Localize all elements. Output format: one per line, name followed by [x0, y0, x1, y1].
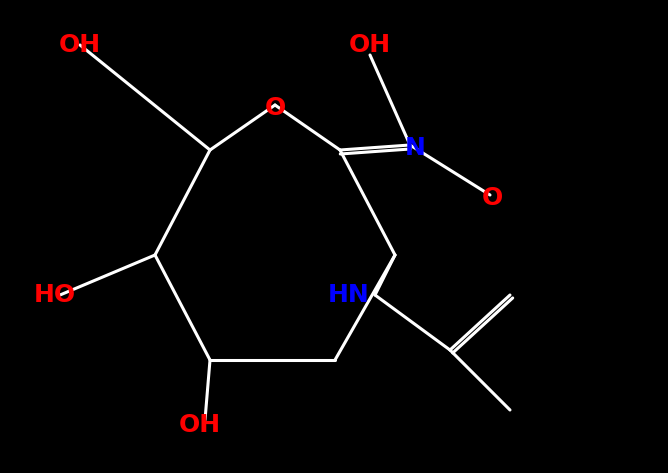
Text: O: O — [265, 96, 286, 120]
Text: HN: HN — [328, 283, 370, 307]
Text: OH: OH — [59, 33, 101, 57]
Text: OH: OH — [349, 33, 391, 57]
Text: OH: OH — [179, 413, 221, 437]
Text: N: N — [405, 136, 426, 160]
Text: HO: HO — [34, 283, 76, 307]
Text: O: O — [482, 186, 502, 210]
